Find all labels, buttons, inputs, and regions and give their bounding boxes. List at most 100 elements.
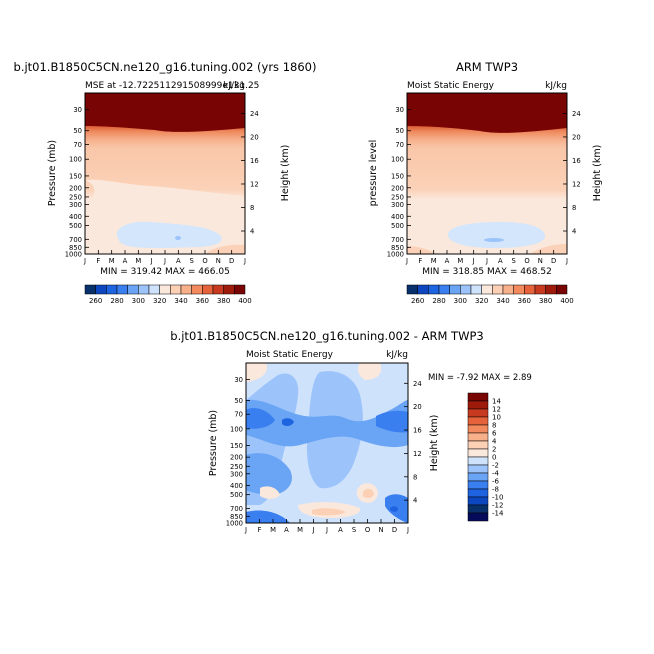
pressure-tick-label: 500 — [230, 491, 243, 499]
panel-diff-variable-label: Moist Static Energy — [246, 350, 334, 360]
colorbar-label: 320 — [153, 297, 166, 305]
month-tick-label: D — [229, 257, 234, 265]
colorbar-swatch — [467, 400, 489, 410]
colorbar-label: 12 — [492, 406, 501, 414]
colorbar-label: 10 — [492, 414, 501, 422]
diff-near-zero-topleft — [246, 363, 268, 382]
panel-diff-contours — [246, 363, 408, 523]
colorbar-label: -14 — [492, 510, 504, 518]
month-tick-label: D — [551, 257, 556, 265]
colorbar-label: -12 — [492, 502, 503, 510]
colorbar-swatch — [467, 408, 489, 418]
month-tick-label: M — [270, 526, 276, 534]
colorbar-label: 400 — [238, 297, 251, 305]
colorbar-label: 0 — [492, 454, 496, 462]
month-tick-label: A — [284, 526, 289, 534]
colorbar-swatch — [417, 284, 429, 295]
colorbar-swatch — [212, 284, 224, 295]
panel-right-variable-label: Moist Static Energy — [407, 81, 495, 91]
panel-right-ylabel: pressure level — [368, 140, 379, 207]
colorbar-label: 320 — [475, 297, 488, 305]
height-tick-label: 8 — [572, 204, 576, 212]
colorbar-label: 260 — [89, 297, 102, 305]
colorbar-swatch — [467, 488, 489, 498]
colorbar-swatch — [467, 472, 489, 482]
month-tick-label: J — [406, 526, 409, 534]
colorbar-swatch — [467, 424, 489, 434]
pressure-tick-label: 850 — [391, 244, 404, 252]
panel-left-contours — [85, 93, 245, 254]
colorbar-label: -6 — [492, 478, 500, 486]
pressure-tick-label: 1000 — [65, 251, 82, 259]
month-tick-label: A — [338, 526, 343, 534]
pressure-tick-label: 150 — [230, 442, 243, 450]
panel-diff-minmax: MIN = -7.92 MAX = 2.89 — [428, 373, 532, 383]
height-tick-label: 4 — [250, 228, 254, 236]
height-tick-label: 20 — [572, 133, 581, 141]
colorbar-label: 340 — [496, 297, 509, 305]
colorbar-swatch — [467, 448, 489, 458]
colorbar-swatch — [170, 284, 182, 295]
pressure-tick-label: 50 — [234, 397, 243, 405]
colorbar-swatch — [534, 284, 546, 295]
colorbar-swatch — [84, 284, 96, 295]
colorbar-swatch — [449, 284, 461, 295]
panel-right-y2label: Height (km) — [592, 145, 603, 202]
colorbar-label: 380 — [539, 297, 552, 305]
colorbar-swatch — [467, 504, 489, 514]
colorbar-label: -10 — [492, 494, 503, 502]
panel-diff: b.jt01.B1850C5CN.ne120_g16.tuning.002 - … — [170, 329, 532, 524]
pressure-tick-label: 250 — [69, 193, 82, 201]
colorbar-label: -8 — [492, 486, 499, 494]
colorbar-label: 6 — [492, 430, 497, 438]
colorbar-label: 400 — [560, 297, 573, 305]
colorbar-label: 4 — [492, 438, 497, 446]
pressure-tick-label: 70 — [73, 141, 82, 149]
pressure-tick-label: 200 — [230, 454, 243, 462]
panel-diff-title: b.jt01.B1850C5CN.ne120_g16.tuning.002 - … — [170, 329, 483, 343]
diff-minus8-bottom-right — [390, 506, 398, 512]
pressure-tick-label: 200 — [69, 184, 82, 192]
colorbar-label: 300 — [454, 297, 467, 305]
colorbar-swatch — [223, 284, 235, 295]
month-tick-label: D — [392, 526, 397, 534]
month-tick-label: J — [243, 257, 246, 265]
panel-left-ylabel: Pressure (mb) — [47, 140, 58, 206]
colorbar-swatch — [467, 496, 489, 506]
diff-near-zero-top — [357, 363, 382, 380]
height-tick-label: 16 — [250, 157, 259, 165]
colorbar-label: -4 — [492, 470, 500, 478]
month-tick-label: M — [109, 257, 115, 265]
month-tick-label: J — [325, 526, 328, 534]
colorbar-label: 14 — [492, 398, 501, 406]
colorbar-label: 360 — [518, 297, 531, 305]
colorbar-swatch — [180, 284, 192, 295]
colorbar-swatch — [428, 284, 440, 295]
pressure-tick-label: 200 — [391, 184, 404, 192]
month-tick-label: F — [418, 257, 422, 265]
month-tick-label: O — [365, 526, 370, 534]
month-tick-label: M — [297, 526, 303, 534]
height-tick-label: 24 — [413, 380, 422, 388]
pressure-tick-label: 250 — [230, 463, 243, 471]
panel-left-units: kJ/kg — [223, 81, 245, 91]
colorbar-swatch — [438, 284, 450, 295]
colorbar-swatch — [127, 284, 139, 295]
panel-diff-y2label: Height (km) — [429, 415, 440, 472]
month-tick-label: J — [405, 257, 408, 265]
colorbar-swatch — [159, 284, 171, 295]
pressure-tick-label: 250 — [391, 193, 404, 201]
panel-right-contour-core — [484, 238, 504, 242]
month-tick-label: A — [176, 257, 181, 265]
height-tick-label: 8 — [413, 473, 417, 481]
diff-plus2-october — [363, 488, 374, 499]
height-tick-label: 16 — [413, 427, 422, 435]
month-tick-label: A — [123, 257, 128, 265]
pressure-tick-label: 500 — [69, 222, 82, 230]
colorbar-swatch — [556, 284, 568, 295]
pressure-tick-label: 700 — [69, 236, 82, 244]
pressure-tick-label: 50 — [73, 127, 82, 135]
height-tick-label: 4 — [572, 228, 576, 236]
panel-right-contour-corner-left — [407, 246, 436, 254]
